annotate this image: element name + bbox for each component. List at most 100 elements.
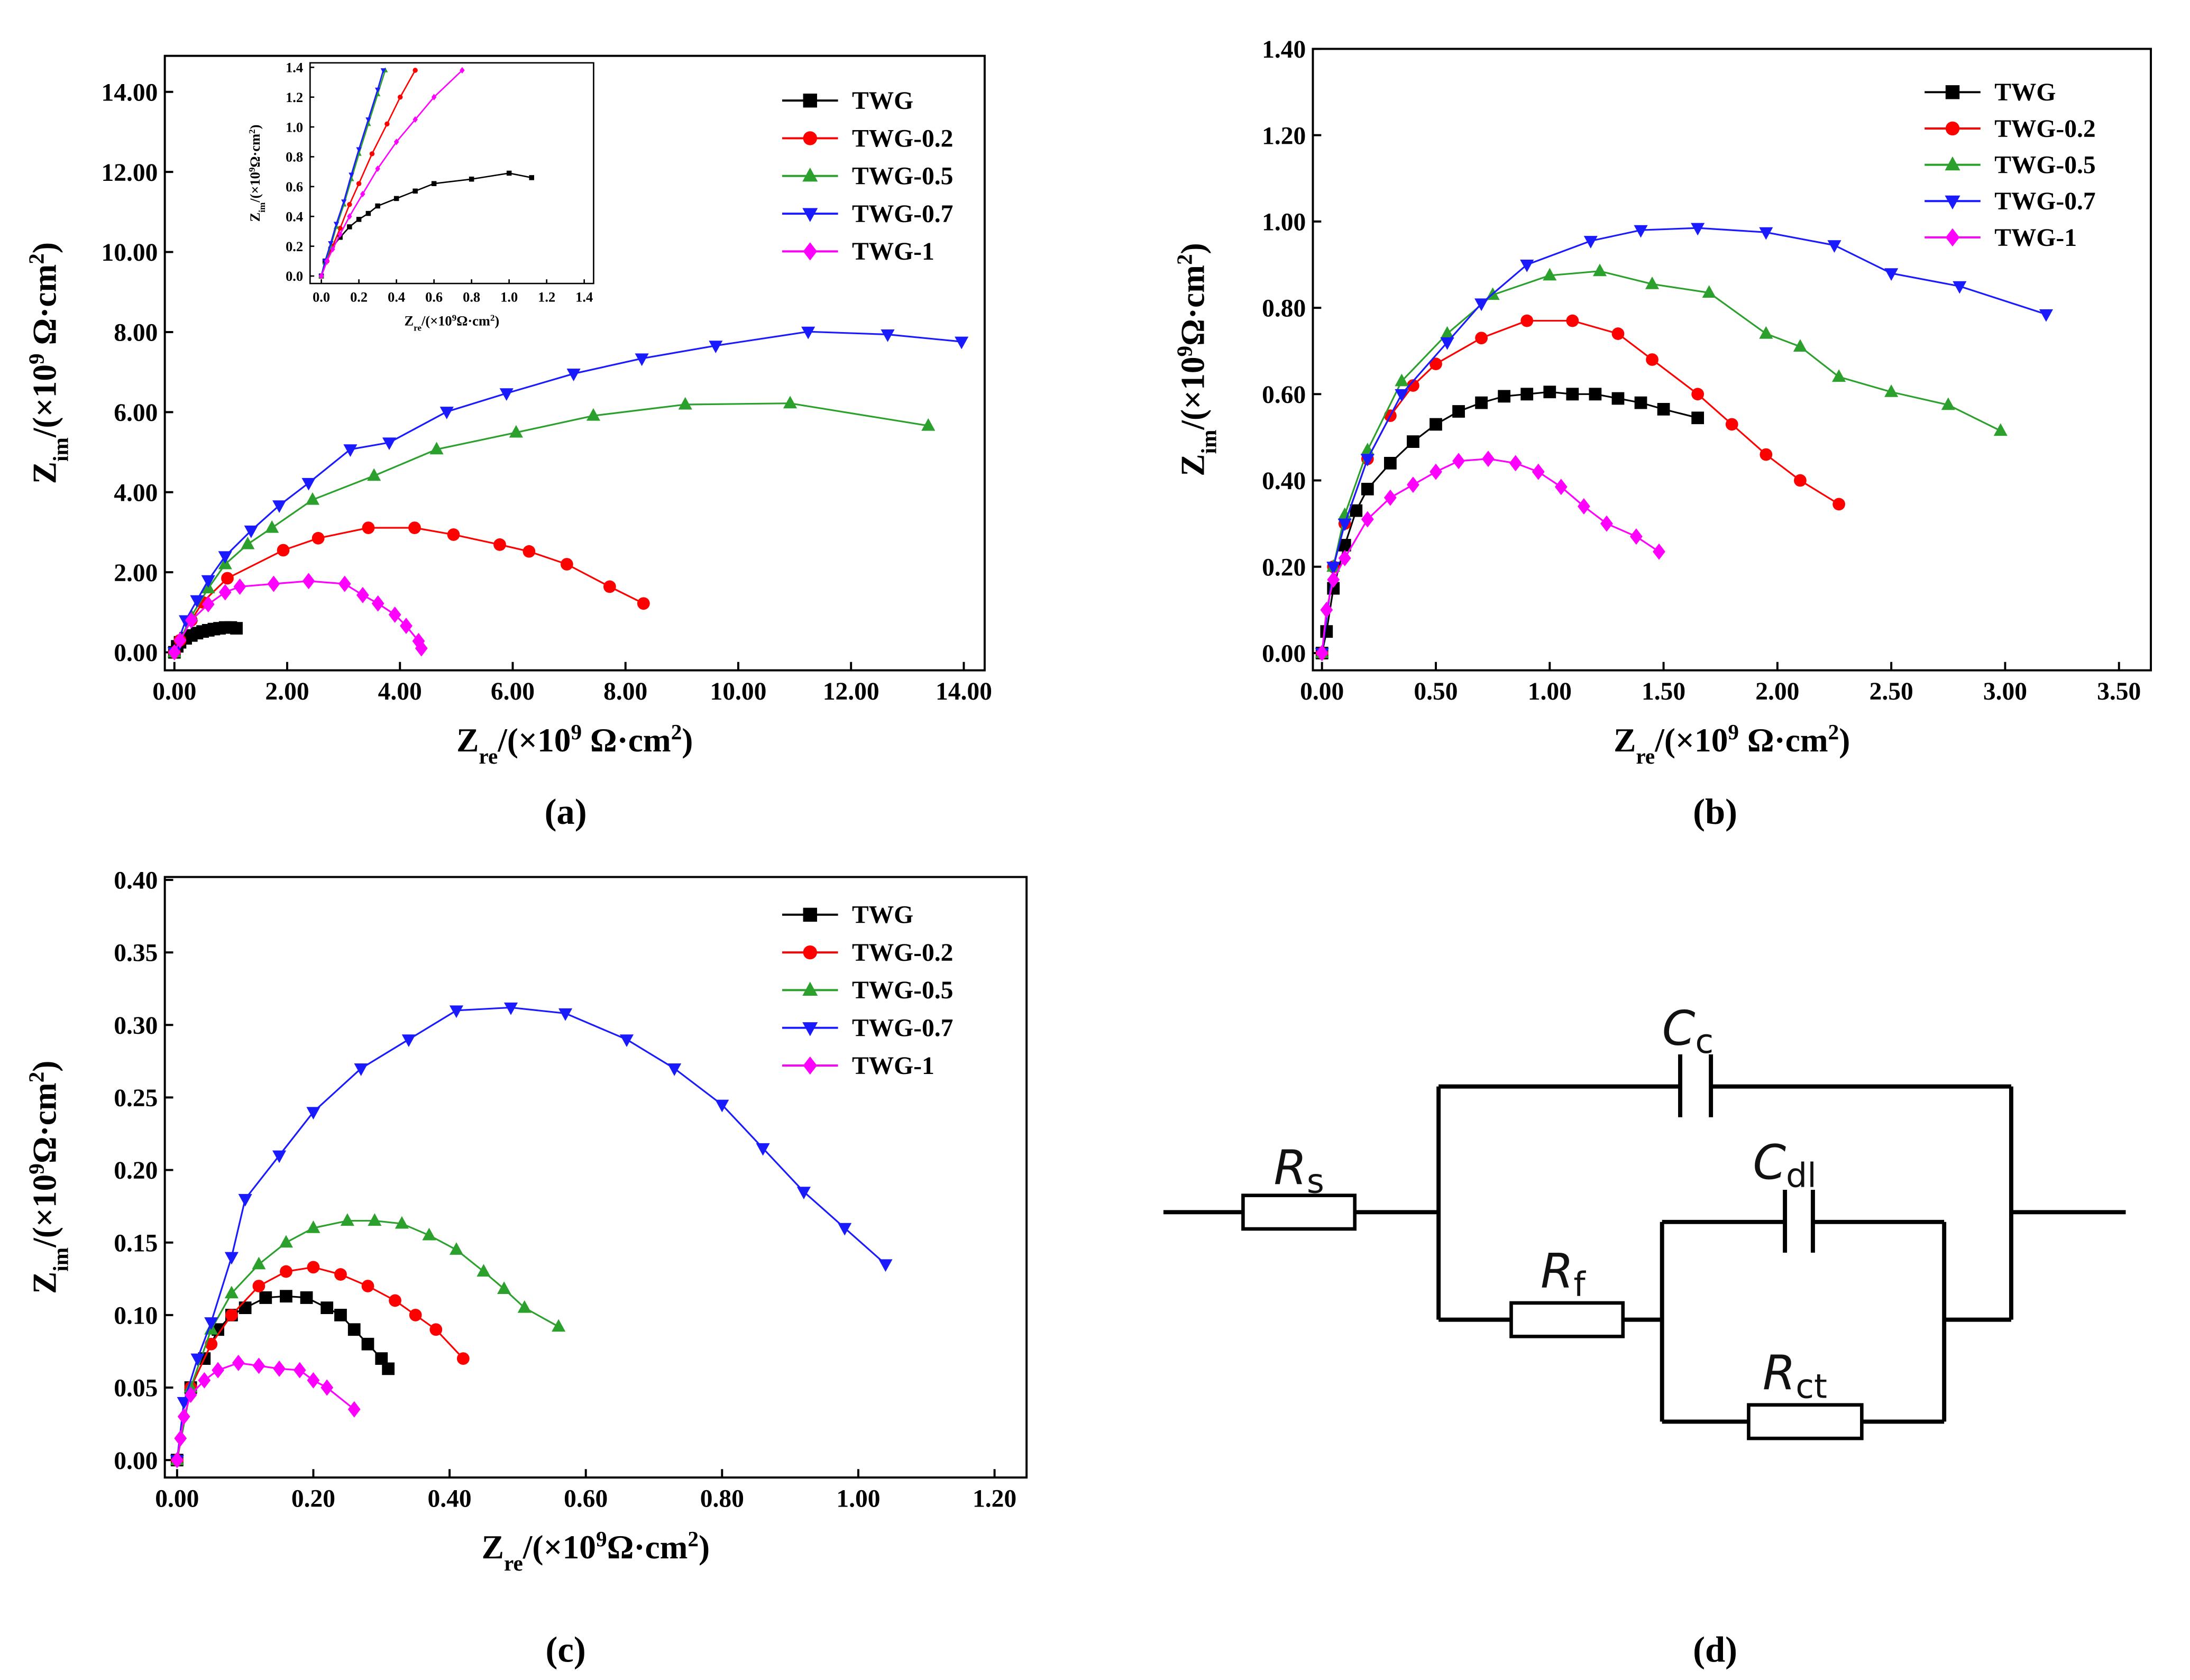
marker <box>1337 507 1352 520</box>
x-tick-label: 0.0 <box>313 289 330 305</box>
marker <box>1395 389 1409 402</box>
marker <box>1759 227 1773 240</box>
marker <box>1326 562 1341 575</box>
marker <box>1611 392 1625 405</box>
marker <box>1702 285 1716 298</box>
marker <box>1945 195 1960 210</box>
marker <box>190 1353 205 1366</box>
marker <box>413 188 418 194</box>
label-part: Z <box>26 462 63 484</box>
marker <box>380 68 387 74</box>
marker <box>224 1252 239 1265</box>
marker <box>460 67 465 74</box>
marker <box>347 201 352 207</box>
marker <box>272 500 287 513</box>
marker <box>168 644 181 661</box>
label-part: 9 <box>452 313 457 323</box>
marker <box>1520 259 1534 272</box>
label-part: 9 <box>24 353 49 364</box>
legend-label: TWG-0.7 <box>852 200 953 228</box>
marker <box>356 147 362 153</box>
marker <box>1361 482 1374 495</box>
label-part: 2 <box>247 129 257 134</box>
marker <box>1407 379 1419 392</box>
x-axis-label: Zre/(×109 Ω·cm2) <box>1614 720 1850 768</box>
marker <box>1320 625 1333 638</box>
label-part: Z <box>26 1272 63 1294</box>
marker <box>371 595 384 612</box>
label-part: ) <box>247 125 263 130</box>
marker <box>1646 353 1658 366</box>
marker <box>499 388 514 401</box>
label-part: /(×10 <box>26 364 63 438</box>
x-tick-label: 1.20 <box>973 1485 1016 1513</box>
marker <box>272 1150 287 1163</box>
legend-label: TWG-0.2 <box>852 125 953 152</box>
label-part: Ω·cm <box>582 722 671 759</box>
label-part: Z <box>482 1529 504 1566</box>
component-label: Rf <box>1541 1244 1586 1304</box>
series-line <box>176 1006 886 1461</box>
label-part: Ω·cm <box>1739 722 1828 759</box>
marker <box>356 181 362 186</box>
marker <box>170 1452 184 1468</box>
marker <box>756 1143 770 1156</box>
label-part: ) <box>1839 722 1850 759</box>
marker <box>1320 601 1333 618</box>
marker <box>1430 357 1442 371</box>
marker <box>413 68 418 73</box>
x-tick-label: 6.00 <box>491 678 535 705</box>
marker <box>1509 455 1522 472</box>
marker <box>552 1319 566 1332</box>
label-part: 9 <box>1728 720 1739 744</box>
marker <box>1566 314 1579 327</box>
y-tick-label: 0.20 <box>114 1157 158 1185</box>
label-part: ) <box>26 242 63 253</box>
marker <box>802 1022 818 1036</box>
marker <box>1941 397 1955 410</box>
marker <box>803 1056 817 1075</box>
marker <box>801 326 815 339</box>
label-part: 2 <box>24 253 49 264</box>
x-tick-label: 2.50 <box>1870 678 1913 705</box>
label-part: im <box>49 437 73 462</box>
marker <box>367 468 381 481</box>
marker <box>280 1265 292 1278</box>
marker <box>881 329 895 342</box>
marker <box>1566 388 1579 401</box>
marker <box>1474 298 1489 311</box>
y-tick-label: 0.40 <box>114 867 158 895</box>
series-line <box>176 1219 559 1461</box>
marker <box>1543 385 1556 399</box>
marker <box>1953 281 1967 294</box>
label-part: 9 <box>1172 346 1196 357</box>
marker <box>803 945 817 960</box>
marker <box>1634 396 1647 409</box>
marker <box>1440 337 1454 350</box>
marker <box>678 397 692 410</box>
wires <box>1163 1084 2126 1424</box>
marker <box>469 176 474 182</box>
label-part: Ω·cm <box>26 1082 63 1163</box>
legend-label: TWG-1 <box>1994 224 2077 252</box>
legend-label: TWG-0.5 <box>1994 151 2095 179</box>
marker <box>715 1099 729 1113</box>
marker <box>389 1294 401 1307</box>
y-tick-label: 1.0 <box>286 119 303 135</box>
label-part: /(×10 <box>421 313 452 328</box>
marker <box>449 1242 464 1255</box>
marker <box>493 538 506 551</box>
marker <box>1577 498 1590 515</box>
x-tick-label: 0.4 <box>388 289 405 305</box>
marker <box>369 151 375 157</box>
marker <box>221 572 234 585</box>
marker <box>803 242 817 261</box>
label-part: Z <box>405 313 414 328</box>
marker <box>802 208 818 222</box>
marker <box>333 222 340 227</box>
x-tick-label: 1.00 <box>1528 678 1572 705</box>
marker <box>375 1352 388 1365</box>
marker <box>1645 276 1660 289</box>
y-tick-label: 0.80 <box>1262 295 1306 323</box>
